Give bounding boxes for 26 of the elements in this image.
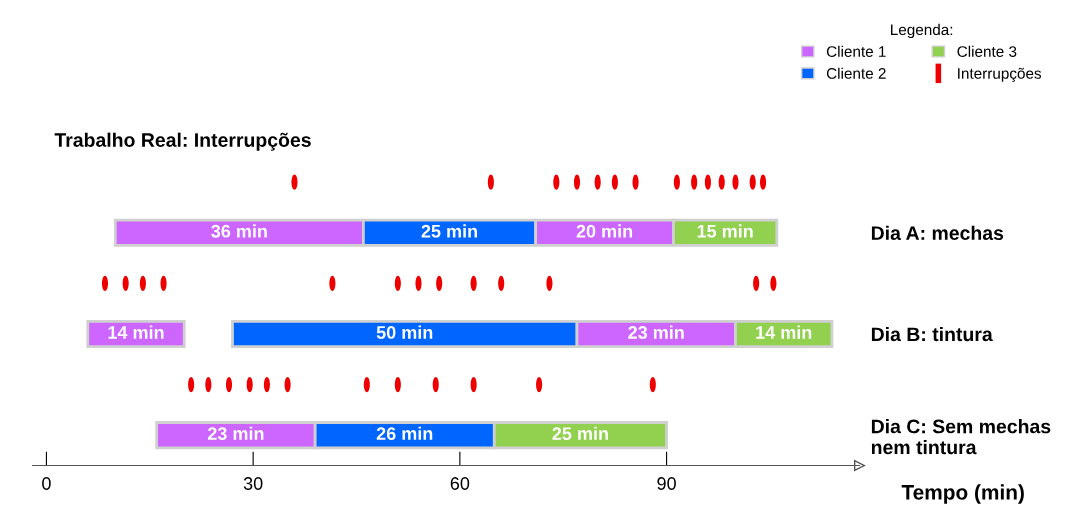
data-label: 25 min: [552, 426, 608, 441]
data-label: 14 min: [108, 325, 164, 339]
data-label: 23 min: [207, 426, 264, 441]
y-tick-label: Dia C: Sem mechas nem tintura: [871, 419, 1051, 455]
legend-label: Cliente 1: [826, 45, 886, 57]
data-label: 50 min: [376, 325, 433, 339]
legend-label: Cliente 2: [826, 67, 886, 79]
x-tick-label: 30: [243, 477, 263, 490]
legend-title: Legenda:: [891, 23, 953, 39]
data-label: 36 min: [211, 224, 267, 238]
y-tick-label: Dia B: tintura: [871, 326, 993, 342]
legend-label: Interrupções: [958, 67, 1042, 82]
x-axis-title: Tempo (min): [901, 484, 1024, 504]
data-label: 15 min: [697, 224, 753, 238]
chart-title: Trabalho Real: Interrupções: [54, 132, 311, 151]
data-label: 14 min: [756, 325, 812, 339]
x-tick-label: 0: [42, 477, 51, 490]
data-label: 25 min: [421, 224, 478, 238]
y-tick-label: Dia A: mechas: [871, 225, 1004, 240]
bar: [86, 319, 186, 348]
data-label: 26 min: [376, 426, 433, 441]
legend-label: Cliente 3: [957, 45, 1017, 57]
data-label: 23 min: [628, 325, 684, 339]
x-tick-label: 90: [657, 477, 676, 490]
x-tick-label: 60: [450, 477, 470, 490]
data-label: 20 min: [576, 224, 633, 238]
